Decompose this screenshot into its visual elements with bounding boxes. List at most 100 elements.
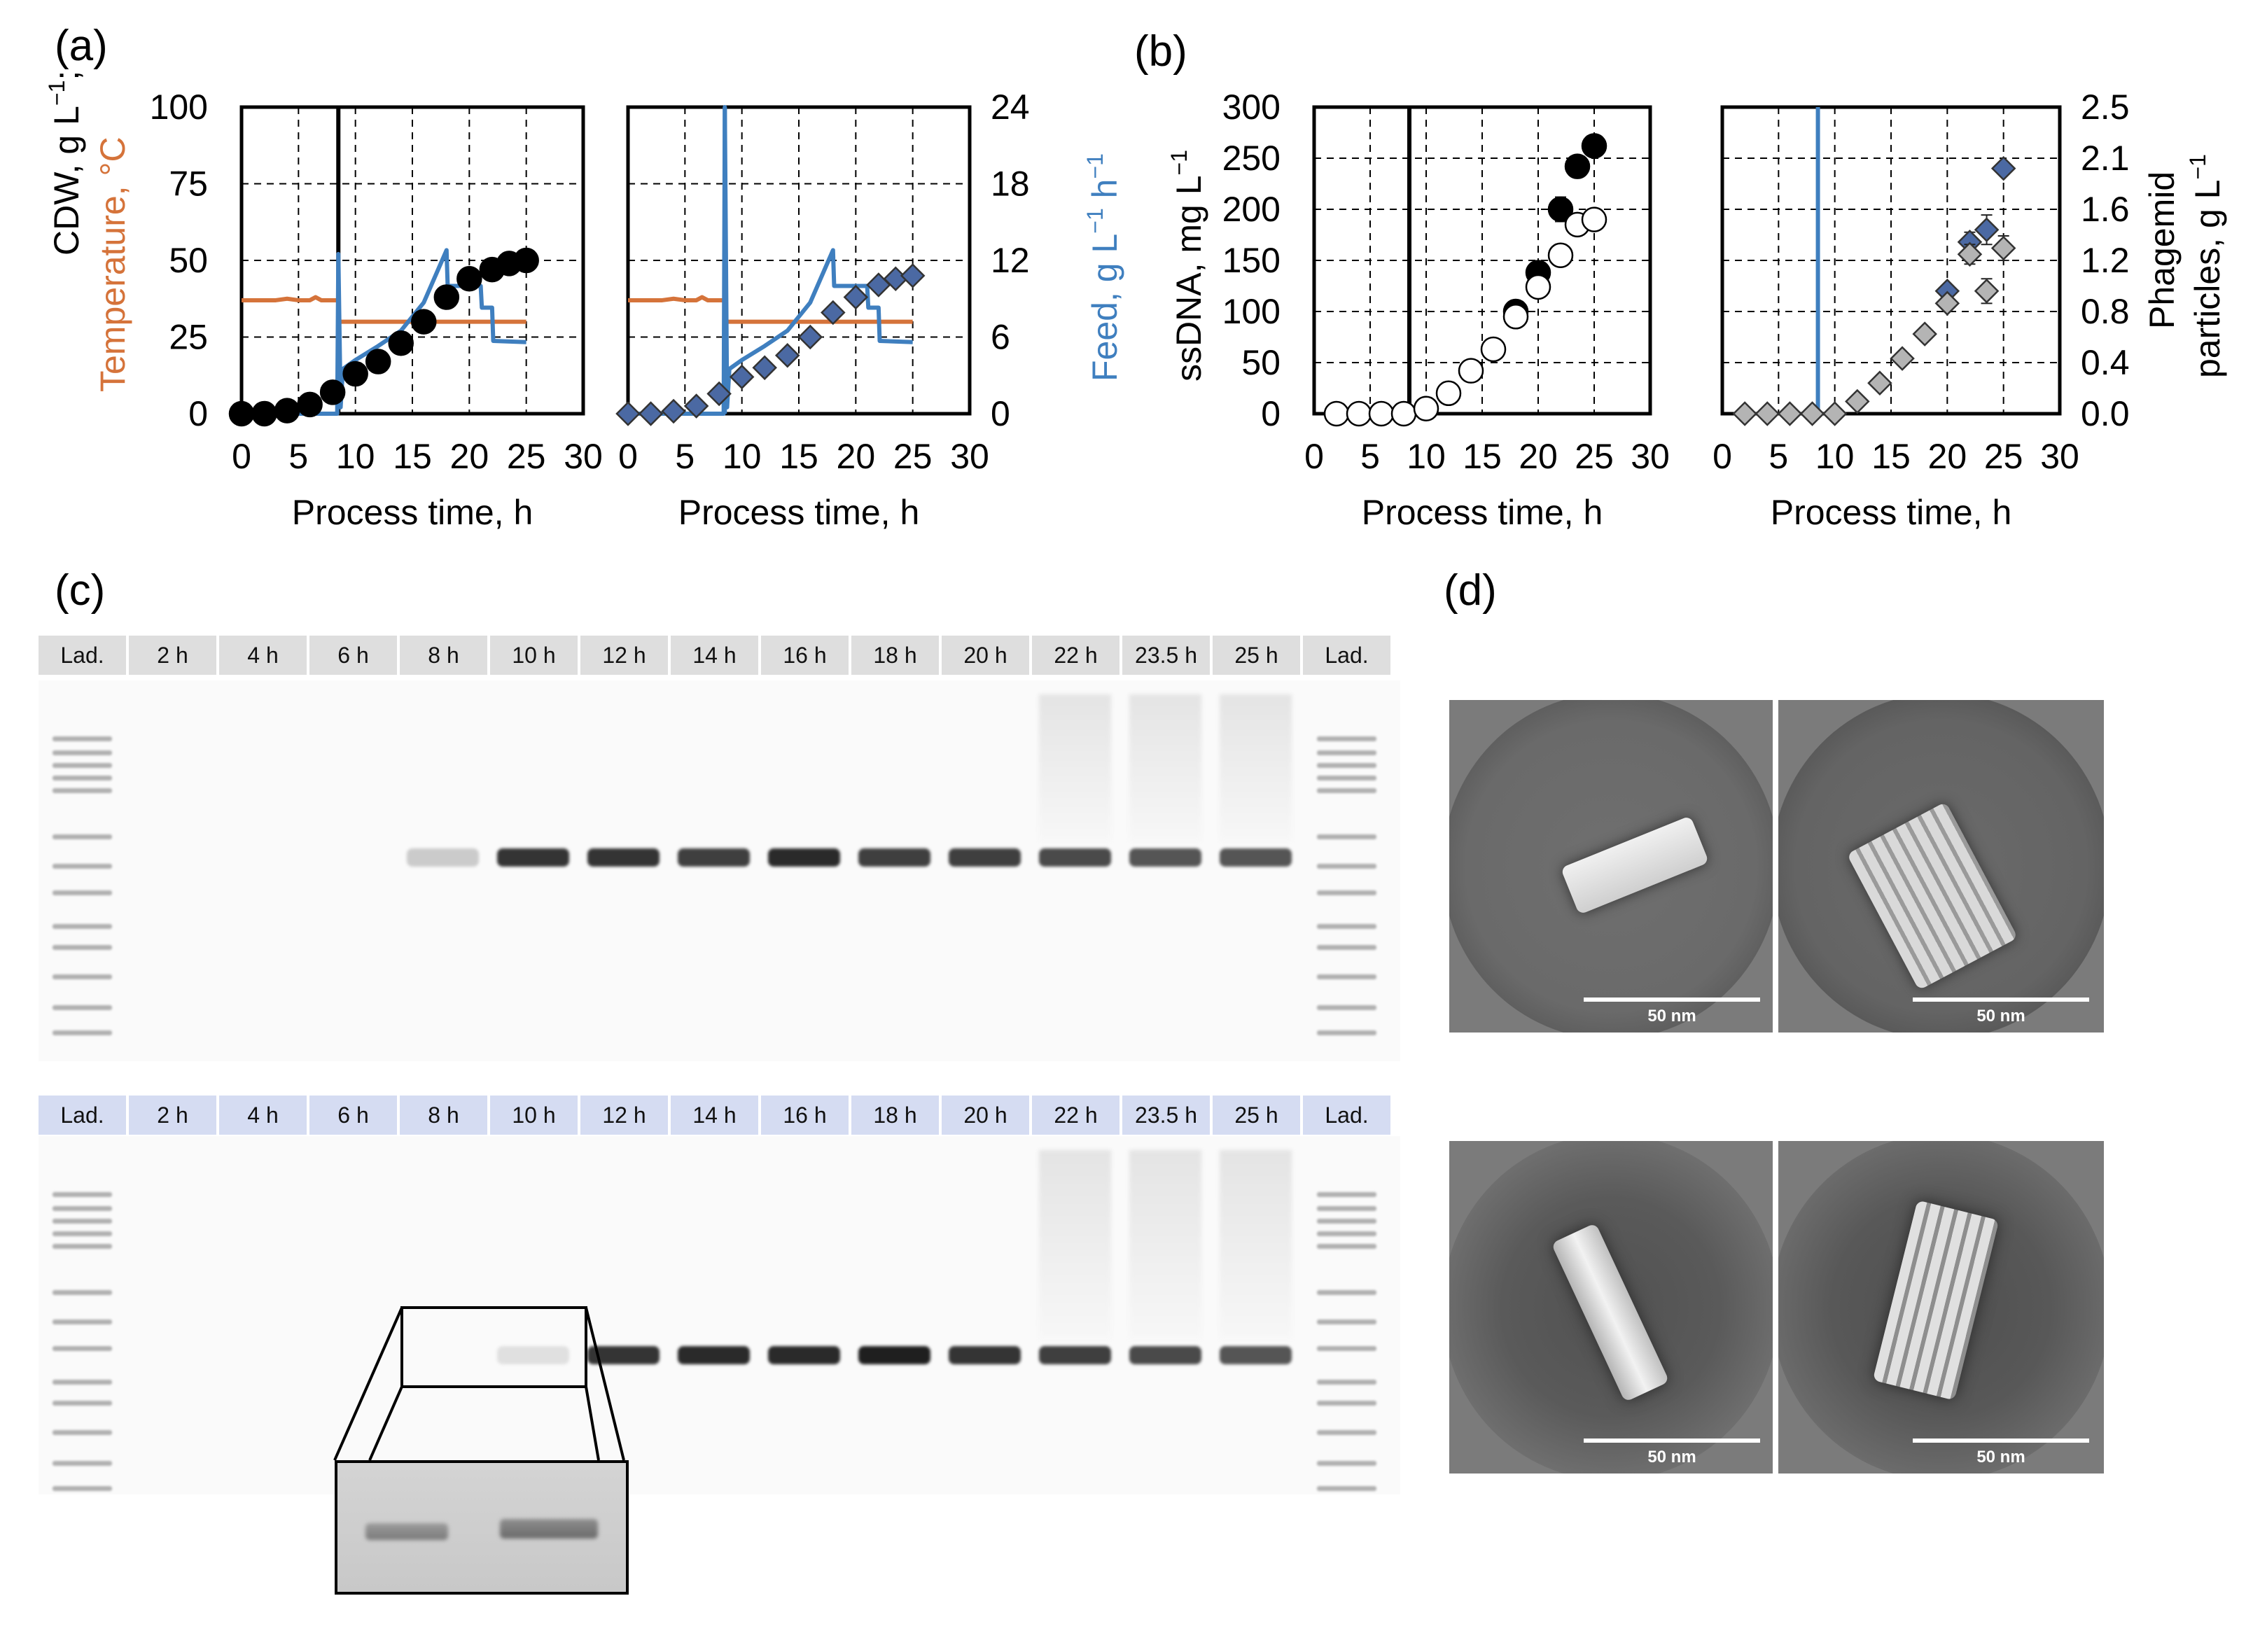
- scale-bar: [1584, 997, 1760, 1002]
- ladder-band: [1317, 1320, 1376, 1324]
- b-right-axis-title-1: Phagemid: [2142, 172, 2182, 329]
- data-point: [821, 300, 846, 326]
- x-tick-label: 5: [675, 437, 695, 476]
- ladder-band: [1317, 864, 1376, 869]
- plot-frame: [239, 105, 585, 416]
- ladder-band: [53, 890, 112, 895]
- y-tick-label: 6: [991, 318, 1010, 357]
- panel-label-c: (c): [55, 566, 106, 615]
- x-tick-label: 15: [1871, 437, 1911, 476]
- y-tick-label: 0.8: [2081, 292, 2130, 331]
- x-tick-label: 25: [893, 437, 933, 476]
- ladder-band: [1317, 1401, 1376, 1406]
- data-point: [365, 349, 391, 374]
- ladder-band: [1317, 763, 1376, 768]
- lane-label: 16 h: [761, 1096, 849, 1135]
- lane-label: 18 h: [851, 636, 939, 675]
- feed-line: [242, 248, 526, 416]
- y-tick-label: 1.2: [2081, 241, 2130, 280]
- gel-band: [1129, 848, 1201, 867]
- y-tick-label: 2.1: [2081, 139, 2130, 178]
- x-tick-label: 20: [1928, 437, 1967, 476]
- y-tick-label: 150: [1222, 241, 1281, 280]
- y-tick-label: 0: [188, 394, 208, 433]
- gel-band: [858, 1346, 930, 1364]
- y-tick-label: 0.4: [2081, 343, 2130, 382]
- x-tick-label: 10: [1815, 437, 1855, 476]
- y-tick-label: 50: [169, 241, 208, 280]
- lane-label: 8 h: [400, 636, 487, 675]
- a-right-axis-title-feed: Feed, g L−1 h−1: [1082, 153, 1124, 382]
- data-point: [1890, 346, 1915, 371]
- b-right-axis-title-2: particles, g L−1: [2185, 154, 2227, 378]
- ladder-band: [53, 1486, 112, 1491]
- data-point: [1413, 396, 1439, 421]
- ladder-band: [1317, 1244, 1376, 1249]
- data-point: [411, 309, 437, 335]
- gel-band: [768, 1346, 840, 1364]
- ladder-band: [1317, 1219, 1376, 1224]
- y-tick-label: 75: [169, 164, 208, 204]
- ladder-band: [53, 864, 112, 869]
- ladder-band: [53, 776, 112, 780]
- data-point: [1799, 401, 1825, 426]
- data-point: [1732, 401, 1757, 426]
- gel-band: [858, 848, 930, 867]
- data-point: [456, 266, 482, 292]
- ladder-band: [1317, 776, 1376, 780]
- x-tick-label: 5: [288, 437, 308, 476]
- gel-band: [1039, 1346, 1111, 1364]
- ladder-band: [1317, 974, 1376, 979]
- x-tick-label: 20: [450, 437, 489, 476]
- data-point: [1990, 235, 2016, 261]
- temperature-line: [628, 295, 913, 324]
- ladder-band: [1317, 890, 1376, 895]
- gel-band: [768, 848, 840, 867]
- a-left-axis-title-temperature: Temperature, °C: [93, 136, 132, 392]
- temperature-line: [242, 295, 526, 324]
- x-tick-label: 20: [837, 437, 876, 476]
- data-point: [513, 247, 539, 274]
- ladder-band: [53, 1346, 112, 1351]
- x-axis-label: Process time, h: [678, 493, 920, 532]
- ladder-band: [1317, 1430, 1376, 1435]
- lane-label: 22 h: [1032, 1096, 1119, 1135]
- x-tick-label: 0: [1304, 437, 1324, 476]
- data-point: [274, 398, 300, 424]
- ladder-band: [53, 763, 112, 768]
- x-tick-label: 25: [1984, 437, 2023, 476]
- x-tick-label: 10: [1407, 437, 1446, 476]
- data-point: [774, 343, 800, 368]
- ladder-band: [1317, 1231, 1376, 1236]
- em-image-bottom-right: 50 nm: [1778, 1141, 2104, 1474]
- ladder-band: [1317, 736, 1376, 741]
- x-tick-label: 20: [1519, 437, 1558, 476]
- gel-band: [678, 1346, 750, 1364]
- lane-label: 4 h: [219, 1096, 307, 1135]
- gel-band: [497, 848, 569, 867]
- gel-smear: [1129, 1150, 1201, 1339]
- x-tick-label: 0: [232, 437, 251, 476]
- ladder-band: [1317, 1206, 1376, 1211]
- ladder-band: [1317, 1380, 1376, 1385]
- ladder-band: [53, 1380, 112, 1385]
- data-point: [228, 400, 255, 427]
- y-tick-label: 50: [1241, 343, 1281, 382]
- data-point: [1435, 380, 1462, 407]
- lane-label: 2 h: [129, 636, 216, 675]
- data-point: [1822, 401, 1848, 426]
- y-tick-label: 18: [991, 164, 1030, 204]
- data-point: [1867, 370, 1892, 396]
- lane-label: 25 h: [1213, 636, 1300, 675]
- gel-1-image: [39, 680, 1400, 1061]
- gel-smear: [1039, 694, 1111, 841]
- data-point: [615, 401, 641, 426]
- lane-label: 16 h: [761, 636, 849, 675]
- gel-band: [949, 1346, 1021, 1364]
- gel-band: [1129, 1346, 1201, 1364]
- x-tick-label: 25: [1575, 437, 1614, 476]
- x-tick-label: 15: [393, 437, 432, 476]
- lane-label: Lad.: [39, 636, 126, 675]
- em-image-top-left: 50 nm: [1449, 700, 1773, 1032]
- lane-label: 20 h: [942, 1096, 1029, 1135]
